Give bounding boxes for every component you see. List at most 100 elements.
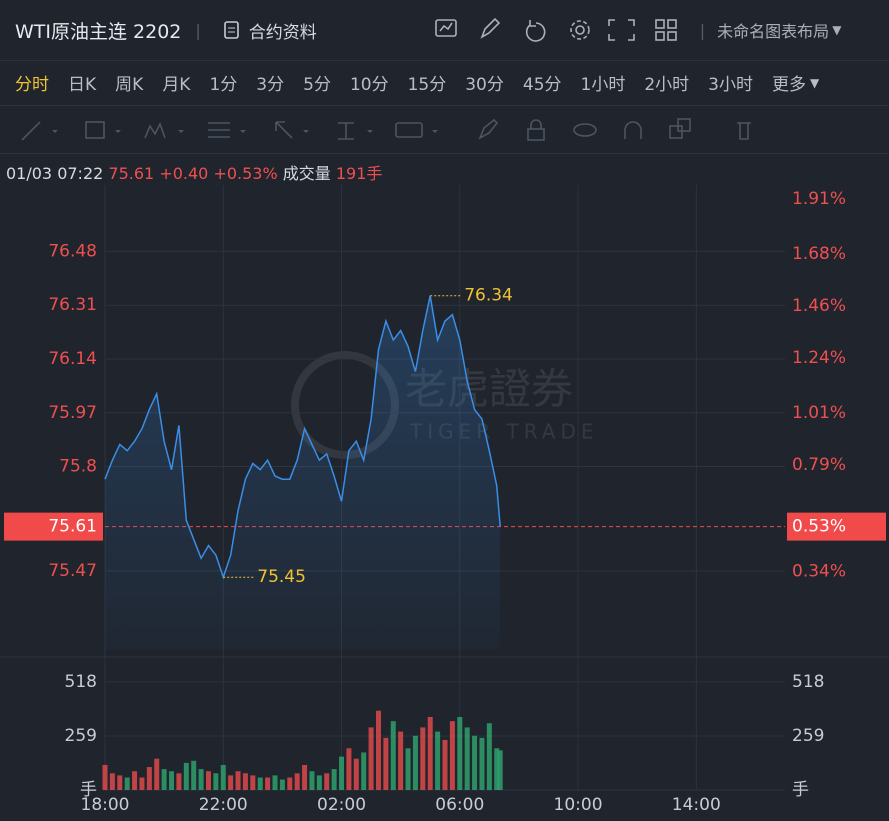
volume-bar [302, 764, 308, 790]
volume-tick-label: 手 [80, 780, 97, 800]
volume-bar [294, 773, 300, 790]
x-tick-label: 02:00 [317, 795, 366, 815]
volume-bar [457, 716, 463, 790]
header-icons[interactable] [432, 15, 692, 45]
volume-bar [435, 731, 441, 790]
tab[interactable]: 30分 [465, 75, 504, 95]
volume-bar [361, 752, 367, 790]
y2-tick-label: 1.24% [792, 348, 846, 368]
y2-tick-label: 0.53% [792, 517, 846, 537]
y2-tick-label: 1.01% [792, 403, 846, 423]
volume-bar [472, 735, 478, 790]
y-tick-label: 75.47 [48, 561, 97, 581]
y2-tick-label: 1.46% [792, 296, 846, 316]
price-line [104, 295, 501, 580]
tab[interactable]: 1小时 [580, 75, 626, 95]
volume-bar [427, 716, 433, 790]
volume-bar [375, 710, 381, 790]
volume-bar [324, 773, 330, 790]
tab[interactable]: 1分 [209, 75, 238, 95]
tab[interactable]: 3小时 [708, 75, 753, 95]
drawing-tools [0, 105, 889, 154]
tab[interactable]: 10分 [349, 75, 389, 95]
doc-button[interactable]: 合约资料 [223, 18, 317, 43]
volume-bar [486, 723, 492, 790]
volume-bar [213, 773, 219, 790]
volume-bar [139, 777, 145, 790]
volume-bar [228, 775, 234, 790]
volume-bar [265, 777, 271, 790]
tab[interactable]: 日K [68, 75, 97, 95]
volume-bar [169, 771, 175, 790]
volume-tick-label: 518 [792, 672, 824, 692]
volume-bar [198, 769, 204, 790]
layout-name[interactable]: 未命名图表布局 [717, 22, 830, 41]
volume-bar [257, 777, 263, 790]
volume-bar [146, 767, 152, 790]
y2-tick-label: 1.91% [792, 189, 846, 209]
y2-tick-label: 0.79% [792, 455, 846, 475]
volume-tick-label: 518 [65, 672, 97, 692]
tab[interactable]: 15分 [407, 75, 447, 95]
volume-bar [250, 775, 256, 790]
volume-bar [412, 735, 418, 790]
y2-tick-label: 0.34% [792, 562, 846, 582]
volume-bar [220, 764, 226, 790]
last-percent-tag [787, 512, 886, 541]
tab[interactable]: 更多 [772, 75, 806, 95]
doc-label: 合约资料 [248, 22, 317, 43]
tool-icons[interactable] [0, 106, 889, 153]
volume-bar [287, 777, 293, 790]
quote-price: 75.61 [108, 164, 155, 183]
volume-bar [390, 721, 396, 790]
volume-bar [161, 769, 167, 790]
quote-volume: 191手 [335, 164, 383, 183]
quote-info: 01/03 07:22 75.61 +0.40 +0.53% 成交量 191手 [6, 160, 382, 184]
y-tick-label: 75.8 [59, 457, 97, 477]
volume-bar [242, 773, 248, 790]
doc-icon [223, 21, 239, 39]
volume-bar [109, 773, 115, 790]
y-tick-label: 76.48 [48, 241, 97, 261]
volume-bar [309, 771, 315, 790]
volume-bar [102, 764, 108, 790]
x-tick-label: 06:00 [435, 795, 484, 815]
volume-bar [442, 739, 448, 790]
volume-bar [346, 748, 352, 790]
tab[interactable]: 2小时 [644, 75, 690, 95]
volume-tick-label: 259 [792, 726, 824, 746]
volume-bar [235, 771, 241, 790]
volume-bar [383, 737, 389, 790]
volume-bar [464, 727, 470, 790]
volume-bar [339, 756, 345, 790]
quote-percent: +0.53% [213, 164, 278, 183]
volume-bar [132, 771, 138, 790]
volume-bar [479, 737, 485, 790]
price-area [105, 295, 501, 650]
volume-bar [494, 748, 500, 790]
volume-bar [316, 775, 322, 790]
volume-bar [331, 769, 337, 790]
volume-bar [353, 758, 359, 790]
volume-bar [279, 779, 285, 790]
volume-bar [124, 777, 130, 790]
x-tick-label: 14:00 [672, 795, 721, 815]
volume-bar [176, 773, 182, 790]
tab[interactable]: 3分 [256, 75, 285, 95]
tab[interactable]: 5分 [303, 75, 331, 95]
quote-change: +0.40 [159, 164, 209, 183]
tab[interactable]: 45分 [522, 75, 562, 95]
y-tick-label: 75.61 [48, 517, 97, 537]
volume-bar [183, 762, 189, 790]
volume-bar [449, 721, 455, 790]
extreme-label: 76.34 [464, 286, 513, 306]
tab[interactable]: 分时 [15, 75, 49, 95]
x-tick-label: 10:00 [554, 795, 603, 815]
last-price-tag [4, 512, 103, 541]
title: WTI原油主连 2202 [15, 20, 182, 43]
tab[interactable]: 月K [162, 75, 191, 95]
tab[interactable]: 周K [115, 75, 144, 95]
y-tick-label: 75.97 [48, 403, 97, 423]
header: WTI原油主连 2202 | 合约资料 | 未命名图表布局 ▼ [0, 0, 889, 61]
volume-bar [398, 731, 404, 790]
